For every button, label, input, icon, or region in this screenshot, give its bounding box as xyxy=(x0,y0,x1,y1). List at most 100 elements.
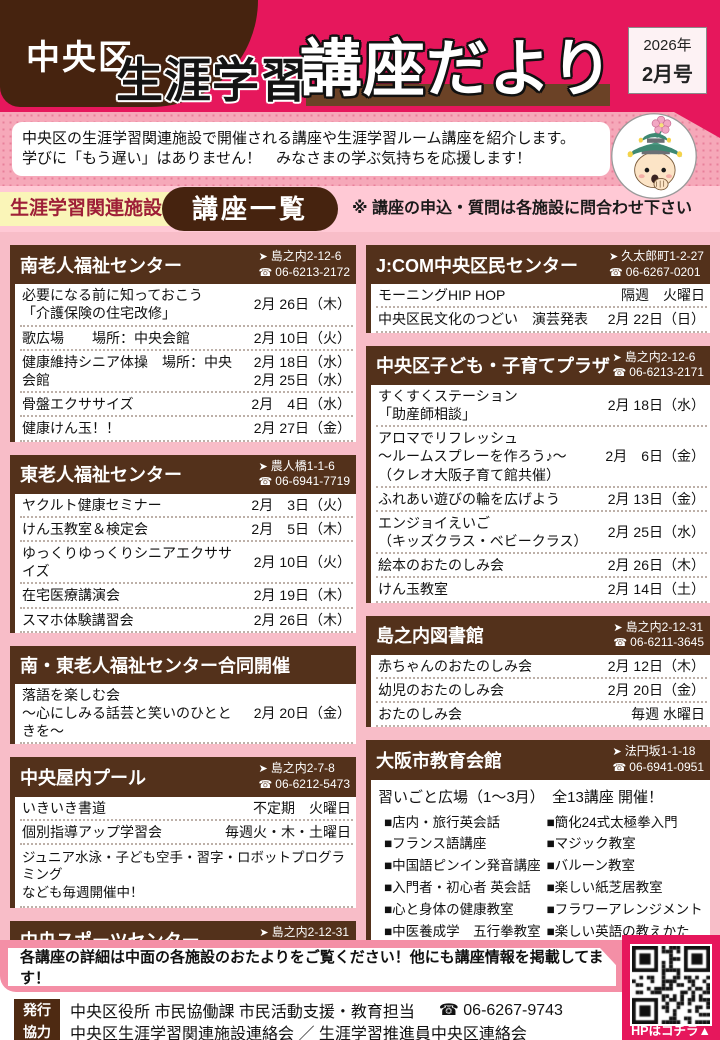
course-title: 落語を楽しむ会 ～心にしみる話芸と笑いのひとときを～ xyxy=(22,686,232,740)
course-row: アロマでリフレッシュ ～ルームスプレーを作ろう♪～ （クレオ大阪子育て館共催） 2… xyxy=(376,427,707,488)
address-line: ➤ 島之内2-12-31 xyxy=(613,620,704,636)
course-list-area: 南老人福祉センター ➤ 島之内2-12-6 ☎ 06-6213-2172 必要になる前… xyxy=(0,232,720,940)
facility-body: すくすくステーション 「助産師相談」 2月 18日（水） アロマでリフレッシュ ～ル… xyxy=(366,384,710,603)
course-row: 個別指導アップ学習会 毎週火・木・土曜日 xyxy=(20,821,353,845)
left-column: 南老人福祉センター ➤ 島之内2-12-6 ☎ 06-6213-2172 必要になる前… xyxy=(10,245,356,940)
address-text: 島之内2-12-6 xyxy=(624,349,696,364)
course-row: けん玉教室 2月 14日（土） xyxy=(376,578,707,603)
phone-icon: ☎ xyxy=(612,367,630,380)
ward-name: 中央区 xyxy=(26,39,134,77)
course-date: 2月 6日（金） xyxy=(605,448,705,465)
mascot-character xyxy=(611,113,697,199)
facility-body: 落語を楽しむ会 ～心にしみる話芸と笑いのひとときを～ 2月 20日（金） xyxy=(10,683,356,745)
course-row: ゆっくりゆっくりシニアエクササイズ 2月 10日（火） xyxy=(20,542,353,585)
course-item: ■フランス語講座 xyxy=(384,836,487,852)
cooperation-line: 協力 中央区生涯学習関連施設連絡会 ／ 生涯学習推進員中央区連絡会 xyxy=(14,1020,614,1040)
facility-name: 中央屋内プール xyxy=(20,767,146,788)
course-item: ■バルーン教室 xyxy=(546,858,635,874)
location-icon: ➤ xyxy=(609,251,622,263)
tel-text: 06-6213-2171 xyxy=(629,365,704,380)
course-title: スマホ体験講習会 xyxy=(22,611,134,628)
facility-card: 島之内図書館 ➤ 島之内2-12-31 ☎ 06-6211-3645 赤ちゃんのおたの… xyxy=(366,615,710,728)
course-date: 2月 13日（金） xyxy=(607,490,705,507)
course-date: 2月 25日（水） xyxy=(607,523,705,540)
course-title: おたのしみ会 xyxy=(378,706,462,723)
facility-header: 大阪市教育会館 ➤ 法円坂1-1-18 ☎ 06-6941-0951 xyxy=(366,740,710,780)
qr-panel: HPはコチラ▲ xyxy=(622,935,720,1040)
course-date: 2月 12日（木） xyxy=(607,657,705,674)
newsletter-title: 講座だより xyxy=(300,35,614,104)
publisher-tel: ☎ 06-6267-9743 xyxy=(438,1002,563,1019)
intro-text-box: 中央区の生涯学習関連施設で開催される講座や生涯学習ルーム講座を紹介します。 学び… xyxy=(12,122,610,176)
intro-line-2: 学びに「もう遅い」はありません！ みなさまの学ぶ気持ちを応援します！ xyxy=(22,150,532,168)
footer-bubble-text: 各講座の詳細は中面の各施設のおたよりをご覧ください！他にも講座情報を掲載してます… xyxy=(20,949,604,987)
course-date: 2月 26日（木） xyxy=(253,296,351,313)
section-strip: 生涯学習関連施設 講座一覧 ※ 講座の申込・質問は各施設に問合わせ下さい xyxy=(0,186,720,232)
course-title: 必要になる前に知っておこう 「介護保険の住宅改修」 xyxy=(22,287,203,322)
facility-body: いきいき書道 不定期 火曜日 個別指導アップ学習会 毎週火・木・土曜日 ジュニア水泳・子… xyxy=(10,796,356,908)
course-date: 2月 4日（水） xyxy=(251,396,351,413)
footer-credits-area xyxy=(0,992,622,1040)
course-row: ヤクルト健康セミナー 2月 3日（火） xyxy=(20,494,353,518)
facility-address: ➤ 島之内2-12-6 ☎ 06-6213-2172 xyxy=(259,249,351,280)
course-date: 2月 27日（金） xyxy=(253,420,351,437)
phone-icon: ☎ xyxy=(258,266,276,279)
facility-address: ➤ 島之内2-12-31 ☎ 06-6211-3645 xyxy=(613,620,704,651)
facility-header: 南老人福祉センター ➤ 島之内2-12-6 ☎ 06-6213-2172 xyxy=(10,245,356,285)
location-icon: ➤ xyxy=(613,621,626,634)
footer-bubble: 各講座の詳細は中面の各施設のおたよりをご覧ください！他にも講座情報を掲載してます… xyxy=(8,948,616,986)
intro-line-1: 中央区の生涯学習関連施設で開催される講座や生涯学習ルーム講座を紹介します。 xyxy=(22,130,576,147)
qr-caption: HPはコチラ▲ xyxy=(631,1024,711,1038)
facility-card: 南老人福祉センター ➤ 島之内2-12-6 ☎ 06-6213-2172 必要になる前… xyxy=(10,245,356,442)
course-row: 骨盤エクササイズ 2月 4日（水） xyxy=(20,393,353,418)
course-row: エンジョイえいご （キッズクラス・ベビークラス） 2月 25日（水） xyxy=(376,512,707,555)
course-date: 隔週 火曜日 xyxy=(621,287,705,304)
course-row: 幼児のおたのしみ会 2月 20日（金） xyxy=(376,679,707,704)
address-line: ➤ 法円坂1-1-18 xyxy=(613,744,705,760)
facility-body: 習いごと広場（1～3月） 全13講座 開催！ ■店内・旅行英会話 ■簡化24式太極拳… xyxy=(366,779,710,940)
course-title: 個別指導アップ学習会 xyxy=(22,823,162,840)
course-date: 2月 19日（木） xyxy=(253,587,351,604)
course-row: 落語を楽しむ会 ～心にしみる話芸と笑いのひとときを～ 2月 20日（金） xyxy=(20,684,353,745)
course-item: ■フラワーアレンジメント xyxy=(546,902,703,918)
course-row: けん玉教室＆検定会 2月 5日（木） xyxy=(20,518,353,543)
facility-header: 東老人福祉センター ➤ 農人橋1-1-6 ☎ 06-6941-7719 xyxy=(10,454,356,494)
facility-body: 必要になる前に知っておこう 「介護保険の住宅改修」 2月 26日（木） 歌広場 場所… xyxy=(10,284,356,442)
title-lifelong-learning: 生涯学習 xyxy=(116,54,308,107)
course-row: ふれあい遊びの輪を広げよう 2月 13日（金） xyxy=(376,488,707,512)
location-icon: ➤ xyxy=(258,460,271,473)
address-line: ➤ 島之内2-12-31 xyxy=(259,925,350,940)
facility-category-label: 生涯学習関連施設 xyxy=(0,192,189,226)
publisher-name: 中央区役所 市民協働課 市民活動支援・教育担当 xyxy=(70,1004,415,1021)
course-date: 不定期 火曜日 xyxy=(253,799,351,816)
course-date: 2月 10日（火） xyxy=(253,554,351,571)
course-item: ■楽しい紙芝居教室 xyxy=(546,880,663,896)
cooperation-name: 中央区生涯学習関連施設連絡会 ／ 生涯学習推進員中央区連絡会 xyxy=(70,1026,527,1040)
facility-address: ➤ 島之内2-12-6 ☎ 06-6213-2171 xyxy=(613,350,705,381)
course-date: 2月 18日（水） 2月 25日（水） xyxy=(253,353,351,388)
facility-name: J:COM中央区民センター xyxy=(376,255,578,276)
course-title: エンジョイえいご （キッズクラス・ベビークラス） xyxy=(378,514,588,550)
facility-name: 東老人福祉センター xyxy=(20,465,182,486)
course-row: 絵本のおたのしみ会 2月 26日（木） xyxy=(376,554,707,579)
course-date: 2月 26日（木） xyxy=(607,557,705,574)
course-item: ■心と身体の健康教室 xyxy=(384,902,514,918)
course-row: 健康維持シニア体操 場所：中央会館 2月 18日（水） 2月 25日（水） xyxy=(20,351,353,394)
tel-line: ☎ 06-6213-2172 xyxy=(259,265,351,281)
location-icon: ➤ xyxy=(258,251,271,263)
course-list-pill: 講座一覧 xyxy=(162,187,339,231)
facility-header: 南・東老人福祉センター合同開催 xyxy=(10,645,356,684)
tel-line: ☎ 06-6213-2171 xyxy=(613,365,705,381)
tel-line: ☎ 06-6211-3645 xyxy=(613,635,704,651)
course-item: ■マジック教室 xyxy=(546,836,636,852)
phone-icon: ☎ xyxy=(613,637,631,650)
course-title: 歌広場 場所：中央会館 xyxy=(22,329,190,346)
phone-icon: ☎ xyxy=(612,761,630,774)
course-row: 赤ちゃんのおたのしみ会 2月 12日（木） xyxy=(376,655,707,679)
course-date: 2月 22日（日） xyxy=(607,311,705,328)
location-icon: ➤ xyxy=(612,351,625,364)
course-row: おたのしみ会 毎週 水曜日 xyxy=(376,703,707,728)
issue-month: 2月号 xyxy=(641,64,694,86)
tel-text: 06-6267-0201 xyxy=(625,264,701,279)
tel-text: 06-6212-5473 xyxy=(275,776,350,791)
